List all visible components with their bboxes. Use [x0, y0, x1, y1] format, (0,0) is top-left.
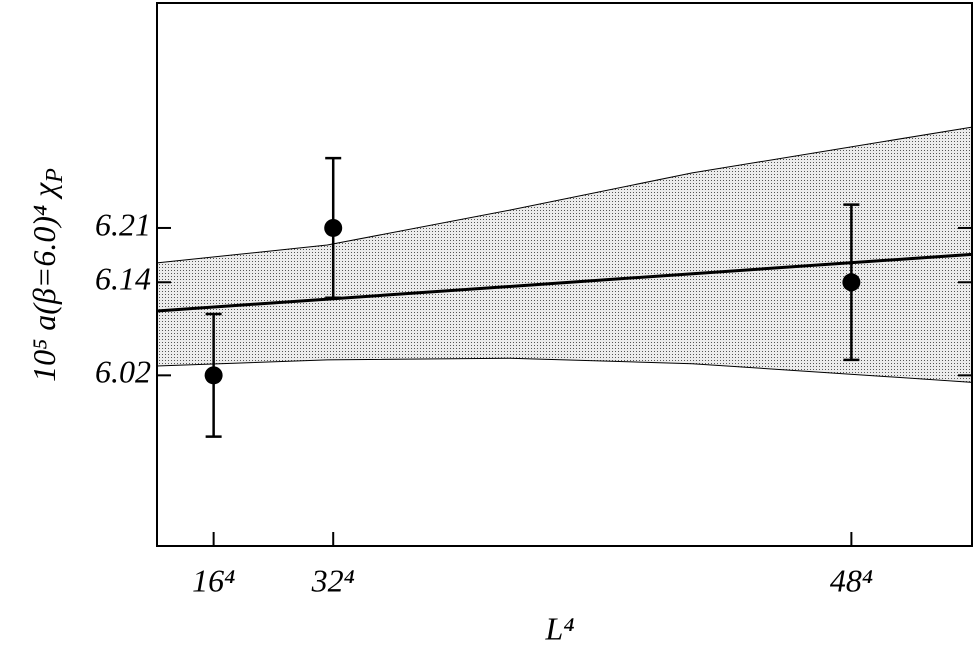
- y-axis-label-main: 10⁵ a(β=6.0)⁴ χ: [26, 182, 62, 382]
- data-point: [204, 366, 223, 385]
- data-point: [324, 218, 343, 237]
- error-band: [157, 127, 972, 383]
- plot-frame: [156, 2, 973, 547]
- y-tick-label: 6.02: [95, 354, 151, 390]
- band-lower-edge: [156, 357, 973, 383]
- fit-line: [156, 252, 973, 313]
- band-upper-edge: [156, 126, 973, 264]
- y-tick-label: 6.21: [95, 206, 151, 242]
- x-axis-label: L⁴: [545, 610, 575, 646]
- x-tick-label: 16⁴: [192, 562, 235, 598]
- x-tick-label: 32⁴: [311, 562, 355, 598]
- y-axis-label: 10⁵ a(β=6.0)⁴ χP: [26, 168, 67, 382]
- x-tick-label: 48⁴: [830, 562, 873, 598]
- y-axis-label-sub: P: [42, 168, 68, 184]
- data-point: [842, 273, 861, 292]
- y-tick-label: 6.14: [95, 261, 151, 297]
